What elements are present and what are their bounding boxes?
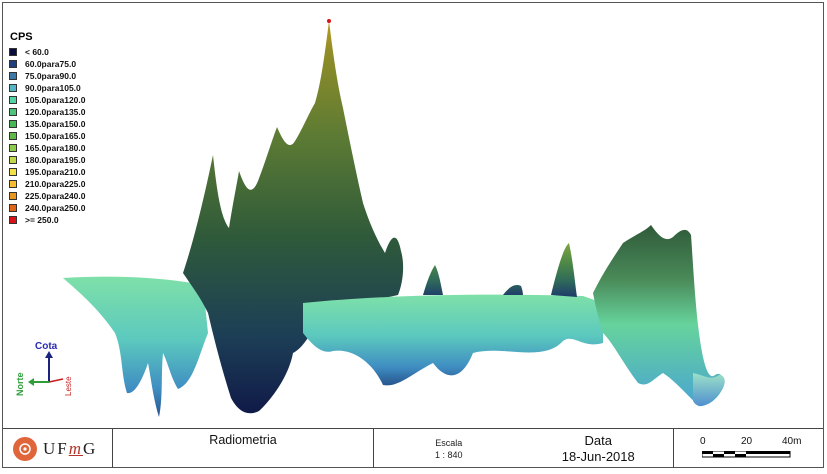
legend-label: 75.0para90.0 [25,71,77,81]
legend-label: 150.0para165.0 [25,131,86,141]
legend-label: 165.0para180.0 [25,143,86,153]
surface-right-hill [593,225,724,406]
legend-item: 135.0para150.0 [9,118,86,130]
legend-label: 60.0para75.0 [25,59,77,69]
legend-label: 225.0para240.0 [25,191,86,201]
axis-north-label: Norte [15,372,25,396]
legend-label: 240.0para250.0 [25,203,86,213]
legend-swatch [9,180,17,188]
map-title: Radiometria [209,433,277,447]
legend-label: >= 250.0 [25,215,59,225]
legend-item: 210.0para225.0 [9,178,86,190]
ufmg-emblem-icon [13,436,37,461]
legend-item: >= 250.0 [9,214,86,226]
legend-label: 105.0para120.0 [25,95,86,105]
legend-swatch [9,60,17,68]
legend-label: 135.0para150.0 [25,119,86,129]
date-label: Data [584,433,612,448]
legend-label: 195.0para210.0 [25,167,86,177]
legend-item: 225.0para240.0 [9,190,86,202]
legend: CPS < 60.0 60.0para75.0 75.0para90.0 90.0pa… [9,31,86,226]
date-value: 18-Jun-2018 [561,449,635,464]
surface-3d-view [63,19,725,417]
legend-item: 120.0para135.0 [9,106,86,118]
legend-swatch [9,108,17,116]
legend-swatch [9,144,17,152]
legend-item: 90.0para105.0 [9,82,86,94]
legend-swatch [9,156,17,164]
axis-indicator: Cota Norte Leste [15,341,73,396]
legend-swatch [9,204,17,212]
legend-swatch [9,48,17,56]
legend-item: 195.0para210.0 [9,166,86,178]
scale-bar-cell: 0 20 40m [674,429,823,468]
legend-swatch [9,96,17,104]
legend-item: 165.0para180.0 [9,142,86,154]
escala-box: Escala 1 : 840 [374,429,524,468]
escala-value: 1 : 840 [434,450,463,460]
title-block: UFmG Radiometria Escala 1 : 840 Data 18-… [3,428,823,468]
legend-label: 210.0para225.0 [25,179,86,189]
scale-tick-40m: 40m [782,436,802,447]
escala-label: Escala [435,438,463,448]
scale-date-cell: Escala 1 : 840 Data 18-Jun-2018 [374,429,674,468]
surface-plateau [303,294,603,386]
legend-swatch [9,120,17,128]
legend-item: 60.0para75.0 [9,58,86,70]
legend-label: < 60.0 [25,47,49,57]
legend-label: 120.0para135.0 [25,107,86,117]
scale-tick-0: 0 [700,436,706,447]
scale-tick-20: 20 [741,436,753,447]
legend-item: 240.0para250.0 [9,202,86,214]
logo-cell: UFmG [3,429,113,468]
max-peak-marker [327,19,331,23]
legend-item: 180.0para195.0 [9,154,86,166]
legend-item: 105.0para120.0 [9,94,86,106]
legend-label: 90.0para105.0 [25,83,81,93]
axis-east-label: Leste [64,376,73,396]
legend-item: 75.0para90.0 [9,70,86,82]
legend-item: < 60.0 [9,46,86,58]
map-frame: CPS < 60.0 60.0para75.0 75.0para90.0 90.0pa… [2,2,824,468]
legend-swatch [9,168,17,176]
legend-label: 180.0para195.0 [25,155,86,165]
map-title-cell: Radiometria [113,429,374,468]
legend-swatch [9,216,17,224]
ufmg-logo: UFmG [43,438,98,458]
scale-bar [702,451,791,458]
surface-right-hook [693,373,725,407]
surface-small-peaks [423,243,577,297]
legend-swatch [9,84,17,92]
legend-title: CPS [10,31,33,43]
legend-item: 150.0para165.0 [9,130,86,142]
surface-central-peak [183,21,404,414]
surface-left-lobe [63,276,208,417]
legend-items: < 60.0 60.0para75.0 75.0para90.0 90.0para10… [9,46,86,226]
axis-up-label: Cota [35,341,58,352]
legend-swatch [9,132,17,140]
date-box: Data 18-Jun-2018 [524,429,674,468]
legend-swatch [9,192,17,200]
legend-swatch [9,72,17,80]
